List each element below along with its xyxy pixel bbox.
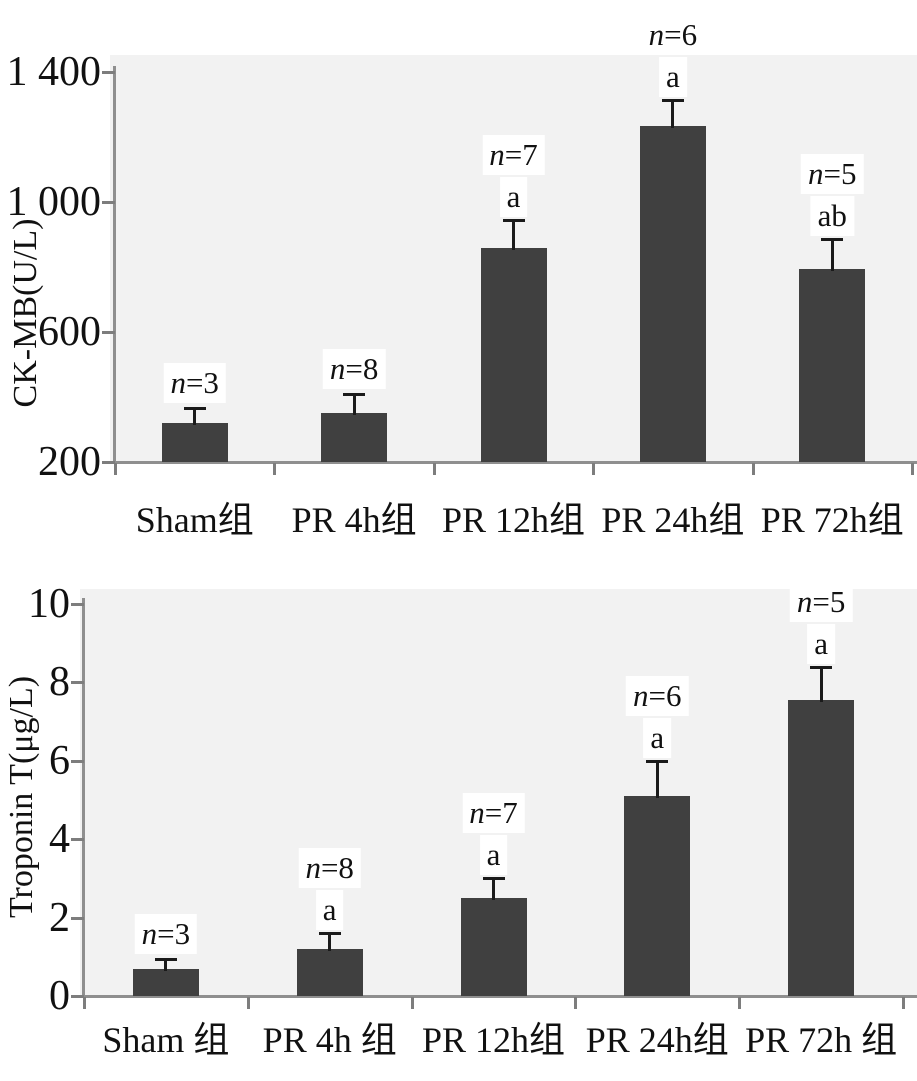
error-bar-cap <box>502 218 525 222</box>
bar <box>132 969 199 996</box>
bar <box>799 268 866 462</box>
sig-label: a <box>659 56 687 97</box>
y-tick-label: 2 <box>49 894 70 941</box>
y-tick-label: 10 <box>28 581 70 627</box>
error-bar-line <box>492 878 495 900</box>
x-tick <box>592 463 596 475</box>
y-tick <box>71 759 84 763</box>
x-tick <box>751 463 755 475</box>
n-label: n=5 <box>789 581 853 622</box>
x-tick <box>410 997 414 1009</box>
x-category-label: PR 24h组 <box>601 500 745 540</box>
y-tick <box>71 838 84 842</box>
x-category-label: PR 72h 组 <box>745 1020 898 1060</box>
y-axis-line <box>82 598 85 998</box>
y-tick <box>71 603 84 606</box>
bar <box>161 423 228 462</box>
x-axis-line <box>80 995 917 998</box>
x-category-label: Sham组 <box>135 500 254 540</box>
x-axis-line <box>110 461 917 464</box>
error-bar-cap <box>810 665 833 669</box>
x-tick <box>738 997 742 1009</box>
sig-label: a <box>479 835 508 876</box>
bar <box>624 796 691 996</box>
error-bar-cap <box>343 392 366 396</box>
error-bar-cap <box>646 759 669 763</box>
y-tick <box>102 331 115 334</box>
error-bar-cap <box>821 238 844 242</box>
bar <box>480 247 547 462</box>
n-label: n=7 <box>462 793 525 834</box>
error-bar-line <box>328 933 332 951</box>
troponin-y-axis-title: Troponin T(μg/L) <box>3 675 40 919</box>
n-label: n=3 <box>163 363 226 404</box>
n-label: n=8 <box>298 848 361 889</box>
x-tick <box>911 463 914 475</box>
error-bar-line <box>164 958 168 972</box>
n-label: n=3 <box>134 913 198 954</box>
y-tick <box>102 201 115 204</box>
n-label: n=8 <box>322 348 386 389</box>
y-tick <box>71 681 84 685</box>
sig-label: a <box>315 890 344 931</box>
x-category-label: PR 4h 组 <box>262 1020 397 1060</box>
n-label: n=7 <box>482 134 545 175</box>
bar <box>639 125 706 462</box>
n-label: n=6 <box>626 675 689 716</box>
x-tick <box>83 997 86 1009</box>
sig-label: ab <box>810 196 854 237</box>
error-bar-line <box>352 393 356 416</box>
error-bar-cap <box>154 957 177 961</box>
error-bar-line <box>819 666 823 703</box>
sig-label: a <box>499 176 528 217</box>
x-category-label: Sham 组 <box>102 1020 230 1060</box>
x-category-label: PR 24h组 <box>585 1020 729 1060</box>
error-bar-cap <box>318 932 341 936</box>
y-tick <box>102 71 115 74</box>
x-category-label: PR 4h组 <box>291 500 417 540</box>
bar <box>296 948 363 996</box>
x-tick <box>432 463 436 475</box>
bar <box>788 700 855 996</box>
y-tick-label: 8 <box>49 659 70 706</box>
error-bar-cap <box>183 407 206 411</box>
y-tick <box>102 461 115 464</box>
error-bar-line <box>671 99 675 128</box>
x-tick <box>114 463 117 475</box>
y-tick-label: 600 <box>38 309 101 355</box>
error-bar-line <box>512 219 515 250</box>
error-bar-cap <box>661 98 684 102</box>
y-tick-label: 1 000 <box>6 179 102 225</box>
y-tick-label: 4 <box>49 816 70 863</box>
n-label: n=6 <box>641 14 705 55</box>
error-bar-line <box>830 239 834 271</box>
x-tick <box>273 463 277 475</box>
sig-label: a <box>643 717 672 758</box>
ck-mb-chart: CK-MB(U/L) 200 600 1 000 1 400 n=3 Sham组 n=8 PR… <box>6 14 917 540</box>
x-category-label: PR 12h组 <box>421 1020 566 1060</box>
error-bar-line <box>193 408 197 425</box>
y-tick <box>71 916 84 920</box>
error-bar-line <box>655 760 659 799</box>
bar <box>321 413 388 462</box>
sig-label: a <box>807 623 835 664</box>
error-bar-cap <box>482 877 505 881</box>
y-tick-label: 1 400 <box>6 49 102 95</box>
y-tick <box>71 995 84 998</box>
x-tick <box>902 997 905 1009</box>
y-axis-line <box>113 66 116 464</box>
y-tick-label: 6 <box>49 737 70 784</box>
x-category-label: PR 72h组 <box>760 500 904 540</box>
x-category-label: PR 12h组 <box>441 500 586 540</box>
x-tick <box>246 997 250 1009</box>
n-label: n=5 <box>801 154 864 195</box>
bar <box>460 898 527 996</box>
y-tick-label: 200 <box>38 439 101 485</box>
y-tick-label: 0 <box>49 973 70 1019</box>
x-tick <box>574 997 578 1009</box>
